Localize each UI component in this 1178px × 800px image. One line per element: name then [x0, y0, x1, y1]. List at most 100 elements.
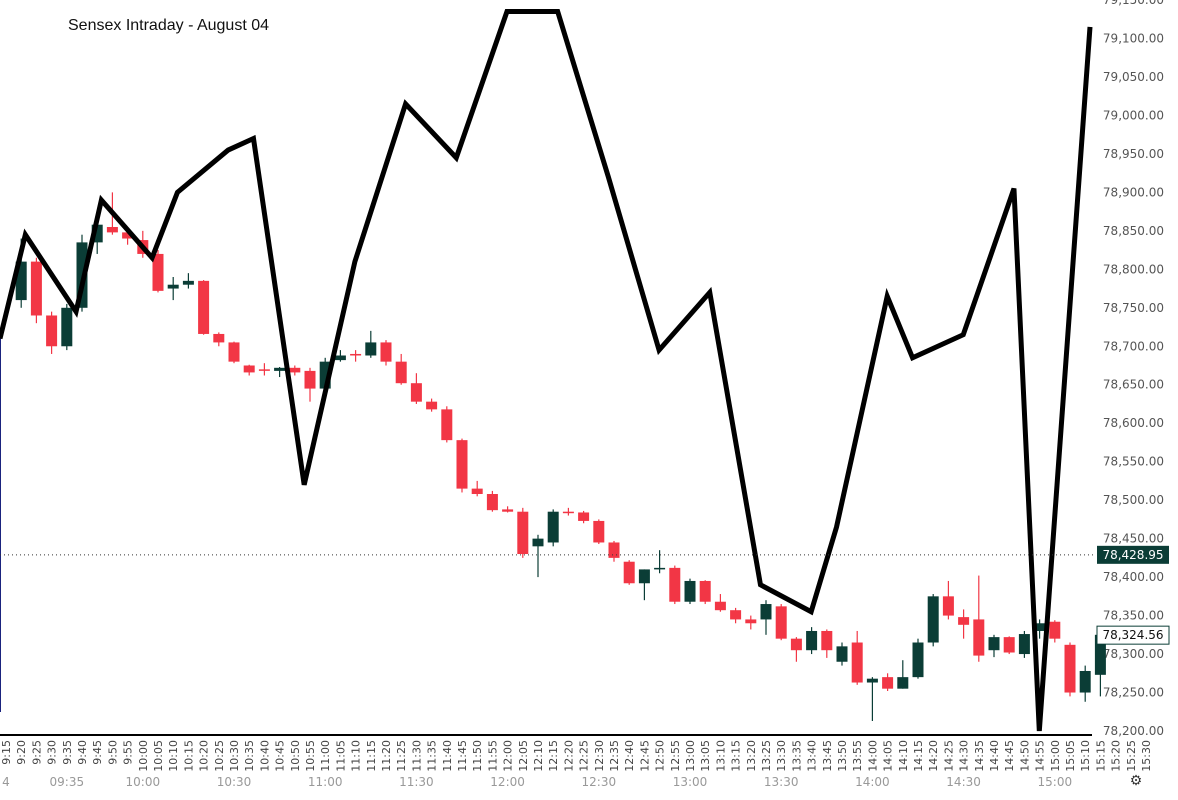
candle-body	[608, 542, 620, 558]
candle-body	[274, 367, 286, 371]
x-tick-label: 13:40	[806, 740, 819, 772]
x-major-label: 12:00	[490, 775, 525, 789]
x-tick-label: 14:10	[897, 740, 910, 772]
x-major-label: 11:30	[399, 775, 434, 789]
candle-body	[958, 617, 970, 625]
x-tick-label: 10:35	[243, 740, 256, 772]
candle-body	[61, 307, 73, 347]
y-tick-label: 78,300.00	[1103, 647, 1164, 661]
x-tick-label: 10:30	[228, 740, 241, 772]
chart-title: Sensex Intraday - August 04	[68, 17, 270, 34]
x-tick-label: 10:05	[152, 740, 165, 772]
candle-body	[866, 678, 878, 683]
candle-body	[46, 315, 58, 347]
settings-gear-icon[interactable]: ⚙	[1129, 772, 1143, 788]
candle-body	[15, 261, 27, 301]
candle-body	[1018, 634, 1030, 655]
y-tick-label: 78,700.00	[1103, 339, 1164, 353]
x-tick-label: 11:25	[395, 740, 408, 772]
current-price-tag	[1097, 545, 1169, 564]
candle-body	[714, 601, 726, 611]
y-tick-label: 78,650.00	[1103, 378, 1164, 392]
x-tick-label: 12:35	[608, 740, 621, 772]
candle-body	[350, 353, 362, 356]
x-major-label: 13:30	[764, 775, 799, 789]
x-tick-label: 12:10	[532, 740, 545, 772]
y-tick-label: 78,450.00	[1103, 532, 1164, 546]
x-tick-label: 12:45	[638, 740, 651, 772]
x-tick-label: 12:55	[669, 740, 682, 772]
y-tick-label: 78,600.00	[1103, 416, 1164, 430]
x-tick-label: 13:45	[821, 740, 834, 772]
candle-body	[304, 370, 316, 389]
x-tick-label: 15:20	[1110, 740, 1123, 772]
x-tick-label: 13:30	[775, 740, 788, 772]
y-tick-label: 78,750.00	[1103, 301, 1164, 315]
candle-body	[1049, 621, 1061, 639]
x-tick-label: 10:45	[274, 740, 287, 772]
x-tick-label: 14:55	[1034, 740, 1047, 772]
x-tick-label: 10:25	[213, 740, 226, 772]
x-tick-label: 9:20	[15, 740, 28, 765]
x-tick-label: 9:15	[0, 740, 13, 765]
candle-body	[882, 677, 894, 689]
x-tick-label: 11:30	[410, 740, 423, 772]
candle-body	[106, 226, 118, 233]
x-tick-label: 11:45	[456, 740, 469, 772]
x-major-label: 12:30	[582, 775, 617, 789]
candle-body	[198, 280, 210, 334]
x-tick-label: 13:05	[699, 740, 712, 772]
candle-body	[319, 361, 331, 389]
x-tick-label: 10:15	[182, 740, 195, 772]
x-tick-label: 14:45	[1003, 740, 1016, 772]
y-tick-label: 78,800.00	[1103, 262, 1164, 276]
x-tick-label: 9:30	[46, 740, 59, 765]
x-tick-label: 11:20	[380, 740, 393, 772]
candle-body	[1094, 634, 1106, 675]
x-tick-label: 15:00	[1049, 740, 1062, 772]
candle-body	[91, 224, 103, 243]
candle-body	[806, 630, 818, 651]
x-tick-label: 12:05	[517, 740, 530, 772]
x-tick-label: 9:50	[106, 740, 119, 765]
candle-body	[334, 355, 346, 361]
candle-body	[654, 567, 666, 570]
overlay-series-line	[0, 9, 1093, 732]
x-tick-label: 13:00	[684, 740, 697, 772]
y-tick-label: 78,550.00	[1103, 455, 1164, 469]
y-tick-label: 78,400.00	[1103, 570, 1164, 584]
current-price-label: 78,428.95	[1102, 548, 1163, 562]
x-tick-label: 9:25	[30, 740, 43, 765]
candle-body	[410, 383, 422, 402]
x-tick-label: 12:50	[654, 740, 667, 772]
candle-body	[988, 637, 1000, 651]
candle-body	[973, 619, 985, 656]
x-tick-label: 13:20	[745, 740, 758, 772]
candle-body	[30, 261, 42, 316]
candles	[15, 192, 1106, 721]
candle-body	[502, 509, 514, 512]
x-tick-label: 9:45	[91, 740, 104, 765]
x-tick-label: 13:10	[714, 740, 727, 772]
x-tick-label: 11:55	[486, 740, 499, 772]
candle-body	[152, 253, 164, 291]
candle-body	[684, 580, 696, 602]
y-tick-label: 79,150.00	[1103, 0, 1164, 7]
candle-body	[912, 642, 924, 678]
x-tick-label: 14:00	[866, 740, 879, 772]
candle-body	[578, 512, 590, 521]
x-tick-label: 14:25	[942, 740, 955, 772]
candle-body	[167, 284, 179, 289]
candle-body	[836, 646, 848, 662]
y-tick-label: 78,950.00	[1103, 147, 1164, 161]
candle-body	[380, 342, 392, 362]
candle-body	[699, 580, 711, 602]
x-tick-label: 11:15	[365, 740, 378, 772]
x-tick-label: 13:55	[851, 740, 864, 772]
y-tick-label: 78,250.00	[1103, 686, 1164, 700]
x-tick-label: 14:15	[912, 740, 925, 772]
candle-body	[745, 619, 757, 624]
x-tick-label: 14:05	[882, 740, 895, 772]
candle-body	[258, 369, 270, 371]
